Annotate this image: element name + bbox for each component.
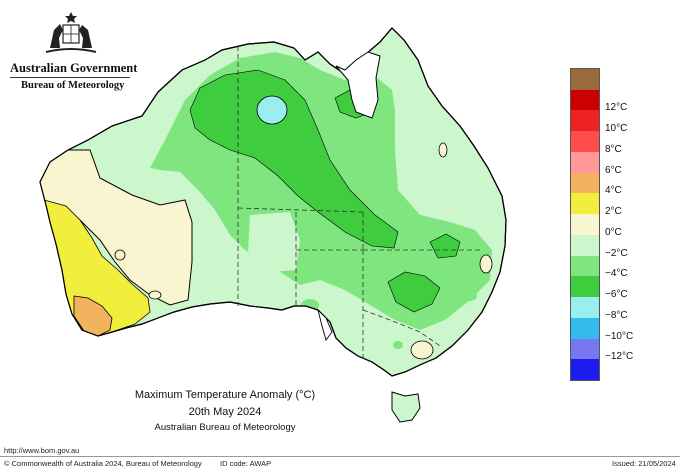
zone-0c-wa2 bbox=[114, 249, 126, 261]
legend-swatch bbox=[571, 193, 599, 215]
map-title: Maximum Temperature Anomaly (°C) bbox=[134, 389, 316, 401]
legend-label: −2°C bbox=[605, 247, 628, 259]
zone-minus4-vic bbox=[393, 341, 403, 349]
legend-swatch bbox=[571, 214, 599, 236]
legend-label: 0°C bbox=[605, 226, 622, 238]
zone-4c bbox=[73, 295, 113, 337]
zone-minus2-central bbox=[248, 212, 300, 272]
legend-swatch bbox=[571, 110, 599, 132]
state-borders bbox=[237, 46, 480, 362]
legend-label: 6°C bbox=[605, 164, 622, 176]
legend-swatch bbox=[571, 69, 599, 90]
legend-label: −4°C bbox=[605, 268, 628, 280]
legend-swatch bbox=[571, 297, 599, 319]
color-legend bbox=[570, 68, 600, 381]
header-divider bbox=[10, 77, 130, 78]
agency-title: Australian Government bbox=[10, 61, 138, 75]
legend-label: 12°C bbox=[605, 102, 628, 114]
zone-minus4-nsw bbox=[463, 291, 477, 301]
zone-0c-wa1 bbox=[148, 290, 162, 300]
tasmania bbox=[391, 391, 421, 423]
legend-swatch bbox=[571, 89, 599, 111]
legend-label: 2°C bbox=[605, 206, 622, 218]
legend-label: −10°C bbox=[605, 330, 634, 342]
legend-swatch bbox=[571, 317, 599, 339]
zone-minus6-north bbox=[189, 69, 399, 249]
footer-divider bbox=[0, 456, 680, 457]
issued-date: Issued: 21/05/2024 bbox=[612, 459, 676, 468]
legend-label: −12°C bbox=[605, 351, 634, 363]
legend-label: 10°C bbox=[605, 123, 628, 135]
bom-url-link[interactable]: http://www.bom.gov.au bbox=[4, 446, 80, 455]
legend-swatch bbox=[571, 255, 599, 277]
legend-label: 4°C bbox=[605, 185, 622, 197]
map-date: 20th May 2024 bbox=[188, 406, 262, 418]
zone-0c-se bbox=[410, 340, 434, 360]
legend-swatch bbox=[571, 172, 599, 194]
legend-swatch bbox=[571, 338, 599, 360]
id-code: ID code: AWAP bbox=[220, 459, 272, 468]
coat-of-arms-icon bbox=[45, 12, 97, 53]
zone-0c-ne bbox=[479, 254, 493, 274]
zone-minus8 bbox=[256, 95, 288, 125]
spencer-gulf bbox=[317, 308, 333, 341]
zone-minus6-east bbox=[429, 233, 461, 259]
gulf-carpentaria bbox=[335, 51, 381, 119]
copyright-text: © Commonwealth of Australia 2024, Bureau… bbox=[4, 459, 202, 468]
mainland-outline bbox=[39, 27, 507, 377]
legend-label: −6°C bbox=[605, 289, 628, 301]
map-source: Australian Bureau of Meteorology bbox=[154, 422, 296, 433]
legend-swatch bbox=[571, 151, 599, 173]
legend-label: 8°C bbox=[605, 143, 622, 155]
legend-swatch bbox=[571, 359, 599, 381]
bureau-title: Bureau of Meteorology bbox=[21, 80, 125, 91]
zone-minus2-ne bbox=[395, 95, 495, 220]
legend-swatch bbox=[571, 276, 599, 298]
zone-minus6-se bbox=[387, 271, 441, 313]
legend-swatch bbox=[571, 131, 599, 153]
legend-swatch bbox=[571, 234, 599, 256]
legend-label: −8°C bbox=[605, 309, 628, 321]
zone-0c-cape bbox=[438, 142, 448, 158]
